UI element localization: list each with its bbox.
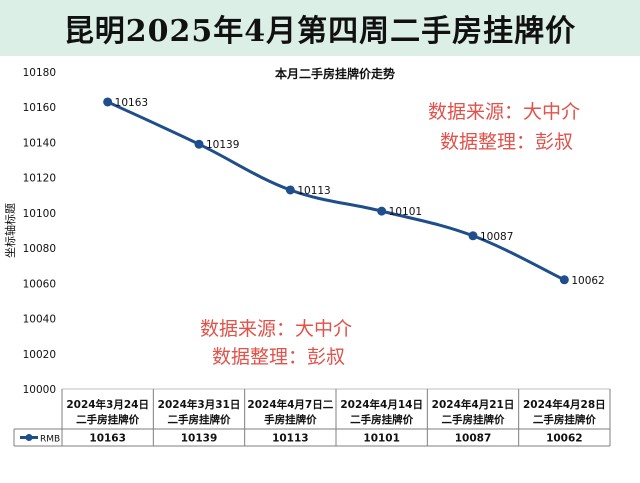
table-value-cell: 10101	[363, 433, 400, 445]
data-label: 10113	[297, 185, 330, 197]
watermark-editor-top: 数据整理：彭叔	[440, 131, 573, 153]
data-point	[103, 97, 113, 107]
legend-label: RMB	[40, 435, 60, 445]
table-value-cell: 10113	[272, 433, 309, 445]
watermark-source-bottom: 数据来源：大中介	[200, 318, 352, 340]
chart-title: 本月二手房挂牌价走势	[275, 66, 395, 81]
x-category-label: 2024年4月21日	[432, 398, 515, 411]
data-point	[559, 275, 569, 285]
y-tick-label: 10180	[23, 67, 56, 79]
table-value-cell: 10062	[546, 433, 583, 445]
y-tick-label: 10100	[23, 208, 56, 220]
y-tick-label: 10120	[23, 173, 56, 185]
y-tick-label: 10040	[23, 314, 56, 326]
x-category-label: 二手房挂牌价	[442, 413, 505, 426]
series-line-rmb	[107, 100, 565, 282]
y-tick-label: 10140	[23, 137, 56, 149]
data-label: 10101	[389, 206, 422, 218]
y-tick-label: 10060	[23, 278, 56, 290]
x-category-label: 2024年4月28日	[523, 398, 606, 411]
x-category-label: 手房挂牌价	[264, 413, 317, 426]
x-category-label: 2024年3月31日	[158, 398, 241, 411]
y-tick-label: 10080	[23, 243, 56, 255]
y-tick-label: 10000	[23, 384, 56, 396]
table-value-cell: 10139	[181, 433, 218, 445]
x-category-label: 二手房挂牌价	[350, 413, 413, 426]
x-category-label: 2024年4月7日二	[247, 398, 333, 411]
x-category-label: 2024年3月24日	[66, 398, 149, 411]
y-axis-title: 坐标轴标题	[3, 203, 17, 258]
chart-marks: 10163 10139 10113 10101 10087 10062	[103, 97, 605, 287]
data-point	[468, 231, 478, 241]
data-label: 10062	[571, 275, 604, 287]
data-point	[285, 185, 295, 195]
data-label: 10139	[206, 139, 239, 151]
watermark-editor-bottom: 数据整理：彭叔	[212, 346, 345, 368]
data-table: 2024年3月24日二手房挂牌价2024年3月31日二手房挂牌价2024年4月7…	[13, 389, 611, 447]
y-tick-label: 10160	[23, 102, 56, 114]
x-category-label: 二手房挂牌价	[168, 413, 231, 426]
data-label: 10087	[480, 231, 513, 243]
data-point	[377, 206, 387, 216]
page-title: 昆明2025年4月第四周二手房挂牌价	[0, 0, 640, 56]
table-value-cell: 10087	[455, 433, 492, 445]
table-value-cell: 10163	[89, 433, 126, 445]
chart-area: 本月二手房挂牌价走势坐标轴标题 10000 10020 10040 10060 10080…	[0, 56, 640, 483]
data-point	[194, 139, 204, 149]
legend-marker	[25, 434, 33, 441]
x-category-label: 二手房挂牌价	[76, 413, 139, 426]
data-label: 10163	[115, 97, 148, 109]
chart-background	[0, 56, 640, 483]
x-category-label: 2024年4月14日	[340, 398, 423, 411]
x-category-label: 二手房挂牌价	[533, 413, 596, 426]
y-tick-label: 10020	[23, 349, 56, 361]
watermark-source-top: 数据来源：大中介	[428, 101, 580, 123]
